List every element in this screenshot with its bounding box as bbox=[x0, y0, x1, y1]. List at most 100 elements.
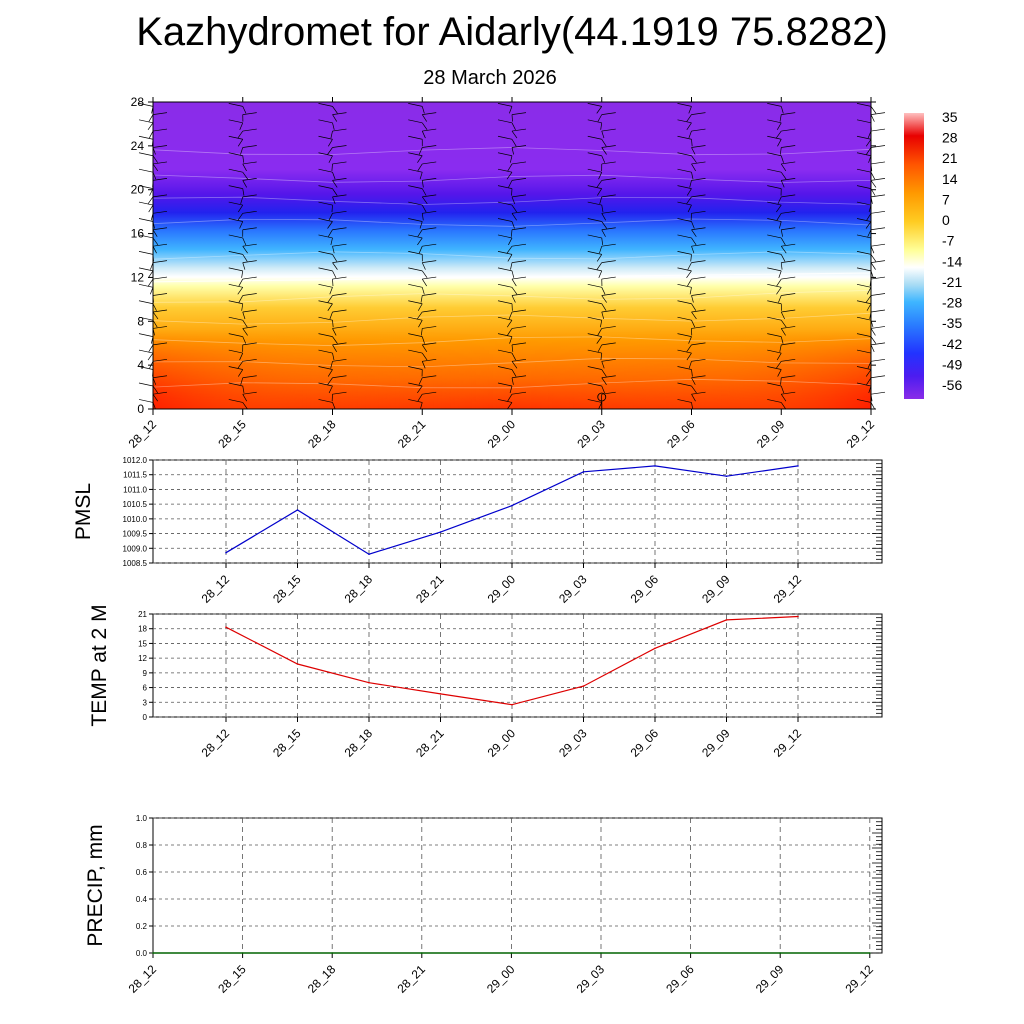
wind-barb-flag bbox=[587, 300, 602, 305]
wind-barb-shaft bbox=[686, 122, 692, 131]
wind-barb-shaft bbox=[691, 237, 697, 246]
wind-barb-flag bbox=[242, 210, 257, 214]
wind-barb-shaft bbox=[508, 237, 513, 246]
wind-barb-shaft bbox=[597, 114, 603, 122]
wind-barb-shaft bbox=[237, 204, 244, 213]
wind-barb-flag bbox=[870, 194, 886, 198]
wind-barb-flag bbox=[497, 316, 513, 321]
wind-barb-flag bbox=[228, 316, 243, 321]
wind-barb-flag bbox=[318, 382, 333, 387]
wind-barb-flag bbox=[691, 161, 706, 165]
wind-barb-shaft bbox=[600, 353, 603, 361]
wind-barb-flag bbox=[318, 333, 333, 337]
wind-barb-flag bbox=[677, 103, 692, 107]
wind-barb-shaft bbox=[417, 163, 423, 172]
wind-barb-shaft bbox=[597, 328, 603, 336]
wind-barb-shaft bbox=[870, 180, 877, 188]
wind-barb-shaft bbox=[509, 336, 513, 344]
wind-barb-flag bbox=[870, 243, 886, 247]
wind-barb-flag bbox=[767, 185, 782, 189]
wind-barb-flag bbox=[601, 194, 616, 198]
wind-barb-flag bbox=[138, 234, 154, 239]
wind-barb-shaft bbox=[687, 278, 692, 287]
wind-barb-shaft bbox=[688, 106, 692, 114]
wind-barb-flag bbox=[870, 391, 886, 395]
wind-barb-flag bbox=[497, 349, 513, 354]
precip-panel-x-tick-label: 29_12 bbox=[842, 962, 876, 996]
heatmap-contours bbox=[152, 147, 872, 389]
wind-barb-shaft bbox=[686, 188, 692, 196]
wind-barb-flag bbox=[497, 152, 513, 157]
precip-panel-data-point bbox=[779, 952, 781, 954]
wind-barb-flag bbox=[332, 391, 347, 395]
wind-barb-shaft bbox=[777, 139, 782, 147]
wind-barb-flag bbox=[497, 119, 513, 124]
heatmap-y-tick-label: 0 bbox=[137, 402, 144, 416]
wind-barb-shaft bbox=[241, 303, 244, 311]
wind-barb-shaft bbox=[601, 221, 608, 229]
heatmap-x-tick-label: 28_21 bbox=[395, 417, 429, 451]
wind-barb-flag bbox=[332, 358, 347, 362]
wind-barb-shaft bbox=[601, 213, 607, 221]
colorbar-label: 0 bbox=[942, 212, 950, 228]
wind-barb-flag bbox=[870, 112, 886, 115]
wind-barb-flag bbox=[138, 300, 154, 305]
heatmap-x-tick-label: 28_18 bbox=[305, 417, 339, 451]
wind-barb-shaft bbox=[687, 204, 692, 213]
wind-barb-flag bbox=[228, 382, 243, 387]
colorbar-label: 7 bbox=[942, 191, 950, 207]
wind-barb-flag bbox=[767, 300, 782, 305]
precip-panel: 0.0 0.2 0.4 0.6 0.8 1.0 28_12 28_15 28_18 28_21 29… bbox=[84, 814, 883, 996]
wind-barb-shaft bbox=[511, 352, 517, 361]
wind-barb-shaft bbox=[507, 163, 513, 172]
wind-barb-flag bbox=[511, 128, 527, 132]
wind-barb-shaft bbox=[240, 196, 244, 204]
wind-barb-shaft bbox=[152, 229, 158, 237]
wind-barb-flag bbox=[856, 349, 872, 354]
wind-barb-shaft bbox=[237, 213, 244, 221]
pmsl-panel-y-tick-label: 1011.0 bbox=[123, 485, 147, 494]
wind-barb-shaft bbox=[777, 369, 782, 377]
wind-barb-shaft bbox=[237, 139, 244, 147]
wind-barb-flag bbox=[138, 316, 154, 321]
wind-barb-flag bbox=[511, 358, 527, 362]
wind-barb-shaft bbox=[870, 106, 877, 114]
wind-barb-shaft bbox=[688, 336, 692, 344]
wind-barb-shaft bbox=[330, 130, 333, 139]
wind-barb-flag bbox=[318, 185, 333, 189]
wind-barb-flag bbox=[408, 152, 423, 157]
wind-barb-flag bbox=[781, 194, 796, 198]
wind-barb-flag bbox=[332, 260, 347, 263]
pmsl-panel-data-point bbox=[654, 465, 656, 467]
wind-barb-shaft bbox=[511, 278, 517, 287]
heatmap-y-tick-label: 16 bbox=[131, 227, 145, 241]
wind-barb-flag bbox=[677, 135, 692, 140]
precip-panel-x-tick-label: 28_21 bbox=[394, 962, 428, 996]
wind-barb-flag bbox=[318, 234, 333, 239]
wind-barb-shaft bbox=[332, 320, 334, 328]
wind-barb-flag bbox=[781, 276, 796, 280]
wind-barb-flag bbox=[242, 293, 257, 296]
wind-barb-shaft bbox=[421, 287, 425, 295]
wind-barb-shaft bbox=[149, 130, 154, 139]
wind-barb-flag bbox=[318, 119, 333, 124]
wind-barb-shaft bbox=[508, 106, 513, 114]
pmsl-panel-x-tick-label: 29_03 bbox=[556, 572, 590, 606]
wind-barb-shaft bbox=[421, 204, 427, 213]
wind-barb-shaft bbox=[327, 295, 333, 303]
wind-barb-flag bbox=[138, 267, 154, 272]
wind-barb-flag bbox=[677, 267, 692, 272]
wind-barb-flag bbox=[511, 194, 527, 198]
wind-barb-shaft bbox=[691, 139, 693, 147]
wind-barb-flag bbox=[138, 382, 154, 387]
wind-barb-flag bbox=[767, 283, 782, 288]
temp-panel-y-tick-label: 6 bbox=[143, 684, 148, 693]
wind-barb-shaft bbox=[511, 213, 517, 221]
heatmap-y-tick-label: 4 bbox=[137, 358, 144, 372]
wind-barb-shaft bbox=[596, 106, 603, 114]
wind-barb-shaft bbox=[775, 361, 782, 369]
wind-barb-flag bbox=[318, 300, 333, 305]
temp-panel-data-point bbox=[296, 663, 299, 665]
wind-barb-flag bbox=[601, 128, 616, 132]
wind-barb-shaft bbox=[870, 328, 876, 336]
